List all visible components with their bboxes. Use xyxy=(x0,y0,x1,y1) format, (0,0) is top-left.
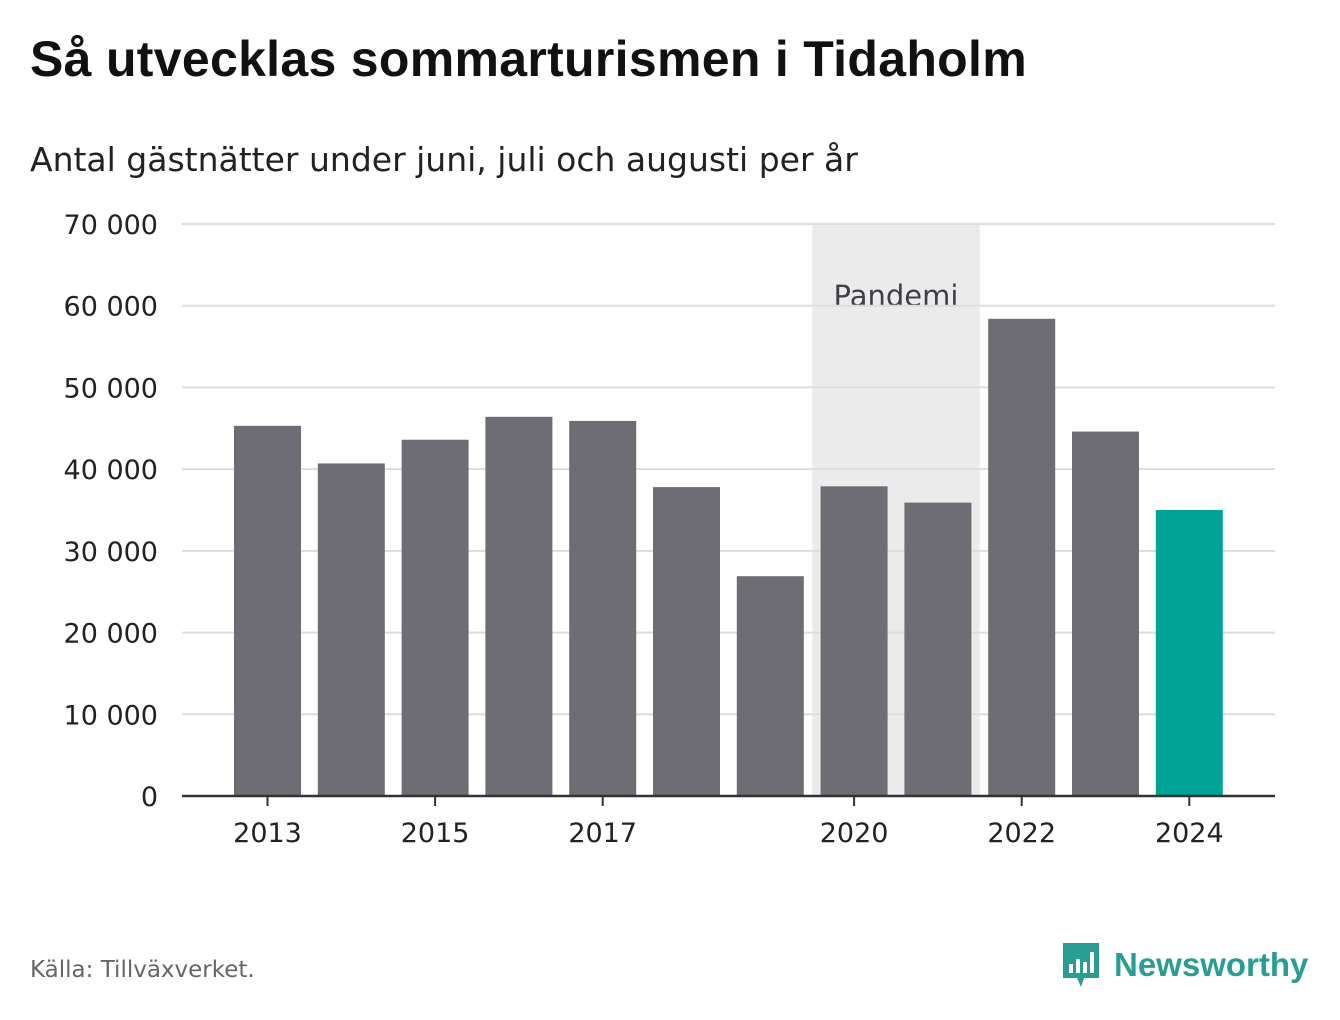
axes: 2013 2015 2017 2020 2022 2024 xyxy=(182,794,1275,849)
bar xyxy=(569,420,637,796)
bar xyxy=(988,318,1056,796)
bar xyxy=(904,502,972,796)
x-tick-label: 2020 xyxy=(820,818,889,849)
bar xyxy=(1072,431,1139,796)
y-tick-label: 70 000 xyxy=(64,210,158,241)
bar xyxy=(234,425,301,796)
brand-name: Newsworthy xyxy=(1114,946,1309,983)
y-tick-label: 0 xyxy=(141,782,158,813)
x-tick-label: 2022 xyxy=(987,818,1056,849)
bar xyxy=(820,486,888,796)
newsworthy-logo: Newsworthy xyxy=(1060,940,1308,990)
y-tick-label: 10 000 xyxy=(64,700,158,731)
bars xyxy=(234,318,1223,796)
x-tick-label: 2015 xyxy=(401,818,470,849)
x-tick-label: 2013 xyxy=(233,818,302,849)
bar xyxy=(485,416,553,796)
y-tick-label: 60 000 xyxy=(64,292,158,323)
bar xyxy=(1155,510,1223,796)
bar xyxy=(317,463,385,796)
y-tick-label: 20 000 xyxy=(64,619,158,650)
pandemic-label: Pandemi xyxy=(834,279,959,313)
y-tick-label: 30 000 xyxy=(64,537,158,568)
y-tick-label: 40 000 xyxy=(64,455,158,486)
y-tick-label: 50 000 xyxy=(64,373,158,404)
source-note: Källa: Tillväxverket. xyxy=(30,957,255,983)
bar xyxy=(653,487,720,796)
chart-subtitle: Antal gästnätter under juni, juli och au… xyxy=(30,140,858,179)
bar xyxy=(401,439,469,796)
x-tick-label: 2017 xyxy=(568,818,637,849)
chart-title: Så utvecklas sommarturismen i Tidaholm xyxy=(30,31,1027,87)
bar-chart: Pandemi 0 10 000 20 000 30 000 40 000 50 000 6… xyxy=(64,210,1275,849)
x-tick-label: 2024 xyxy=(1155,818,1224,849)
newsworthy-logo-icon xyxy=(1063,943,1099,987)
bar xyxy=(736,576,804,796)
